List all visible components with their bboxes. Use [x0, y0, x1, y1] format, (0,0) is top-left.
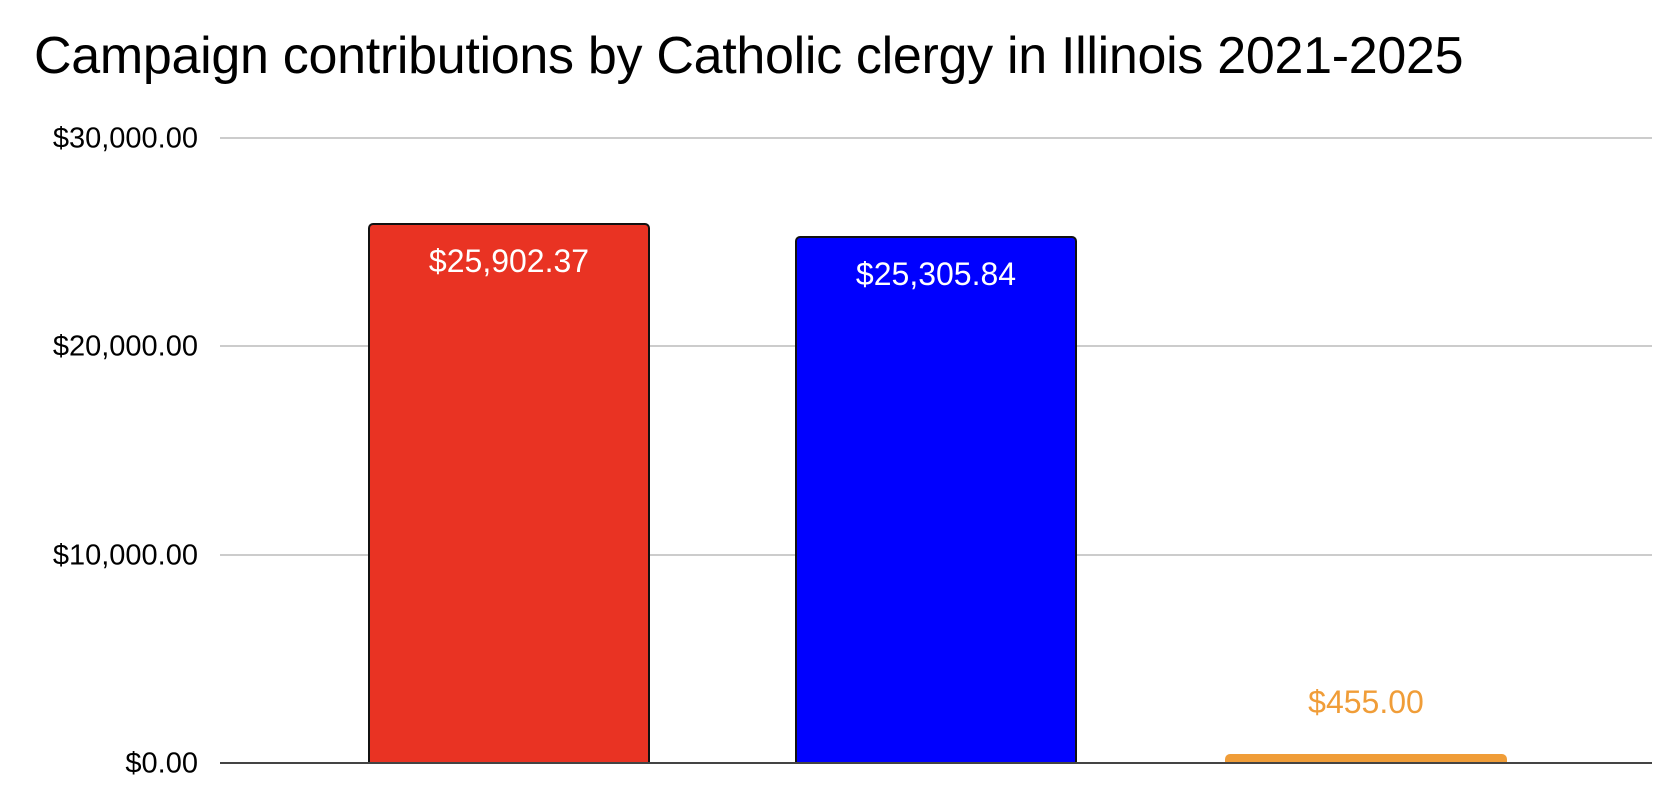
chart-title: Campaign contributions by Catholic clerg…: [34, 27, 1464, 85]
data-label: $455.00: [1308, 683, 1424, 720]
data-label: $25,305.84: [855, 255, 1017, 292]
data-label: $25,902.37: [428, 243, 590, 280]
bar-1: [795, 235, 1077, 763]
y-tick-label: $20,000.00: [52, 330, 198, 363]
y-tick-label: $30,000.00: [52, 122, 198, 155]
y-tick-label: $10,000.00: [52, 539, 198, 572]
x-axis-baseline: [220, 762, 1652, 764]
y-tick-label: $0.00: [125, 747, 198, 780]
bar-2: [1225, 753, 1507, 763]
bar-0: [368, 223, 650, 763]
gridline-30000: [220, 137, 1652, 139]
